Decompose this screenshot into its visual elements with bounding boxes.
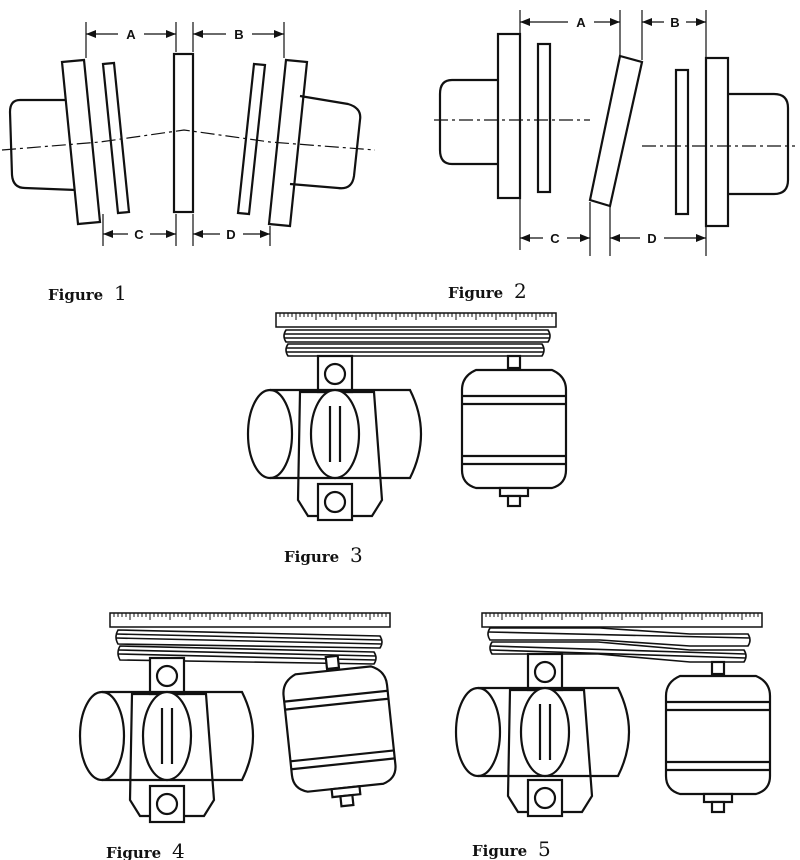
fig5-straightedge	[481, 612, 763, 628]
caption-figure-5: Figure 5	[472, 837, 551, 860]
fig5-belts	[487, 627, 751, 663]
fig2-dim-a: A	[576, 15, 586, 30]
fig4-motor-tilted	[282, 654, 397, 808]
caption-figure-3: Figure 3	[284, 543, 363, 567]
fig1-dim-c: C	[134, 227, 144, 242]
fig1-left-hub	[8, 98, 77, 192]
fig4-belts	[115, 629, 383, 665]
fig2-right-flange	[704, 56, 730, 228]
fig2-right-disc	[674, 68, 690, 216]
fig1-left-disc	[101, 61, 131, 215]
fig1-dim-a: A	[126, 27, 136, 42]
fig1-right-hub	[289, 94, 362, 190]
fig2-dim-c: C	[550, 231, 560, 246]
figure-1-coupling-angular: A B C D	[1, 22, 376, 246]
figure-3-belt-aligned	[246, 312, 568, 522]
fig5-driven-machine	[454, 652, 631, 818]
fig2-tilted-spacer	[588, 54, 644, 208]
fig5-motor	[664, 660, 772, 814]
caption-figure-2: Figure 2	[448, 279, 527, 303]
fig2-dim-d: D	[647, 231, 656, 246]
figure-2-coupling-offset: A B C D	[434, 10, 795, 256]
fig2-left-flange	[496, 32, 522, 200]
fig3-straightedge	[275, 312, 557, 328]
fig3-driven-machine	[246, 354, 423, 522]
fig3-motor	[460, 354, 568, 508]
fig1-center-spacer	[172, 52, 195, 214]
fig2-left-hub	[438, 78, 498, 166]
fig1-centerline	[1, 129, 376, 151]
fig1-left-flange	[60, 58, 102, 226]
caption-figure-4: Figure 4	[106, 839, 185, 860]
figure-5-belt-offset	[454, 612, 772, 818]
caption-figure-1: Figure 1	[48, 281, 127, 305]
fig1-dim-b: B	[234, 27, 243, 42]
fig2-dim-b: B	[670, 15, 679, 30]
fig2-right-hub	[728, 92, 790, 196]
figure-4-belt-tilted	[78, 612, 397, 824]
fig4-straightedge	[109, 612, 391, 628]
fig2-left-disc	[536, 42, 552, 194]
fig4-driven-machine	[78, 656, 255, 824]
fig3-belts	[283, 329, 551, 357]
fig1-dim-d: D	[226, 227, 235, 242]
